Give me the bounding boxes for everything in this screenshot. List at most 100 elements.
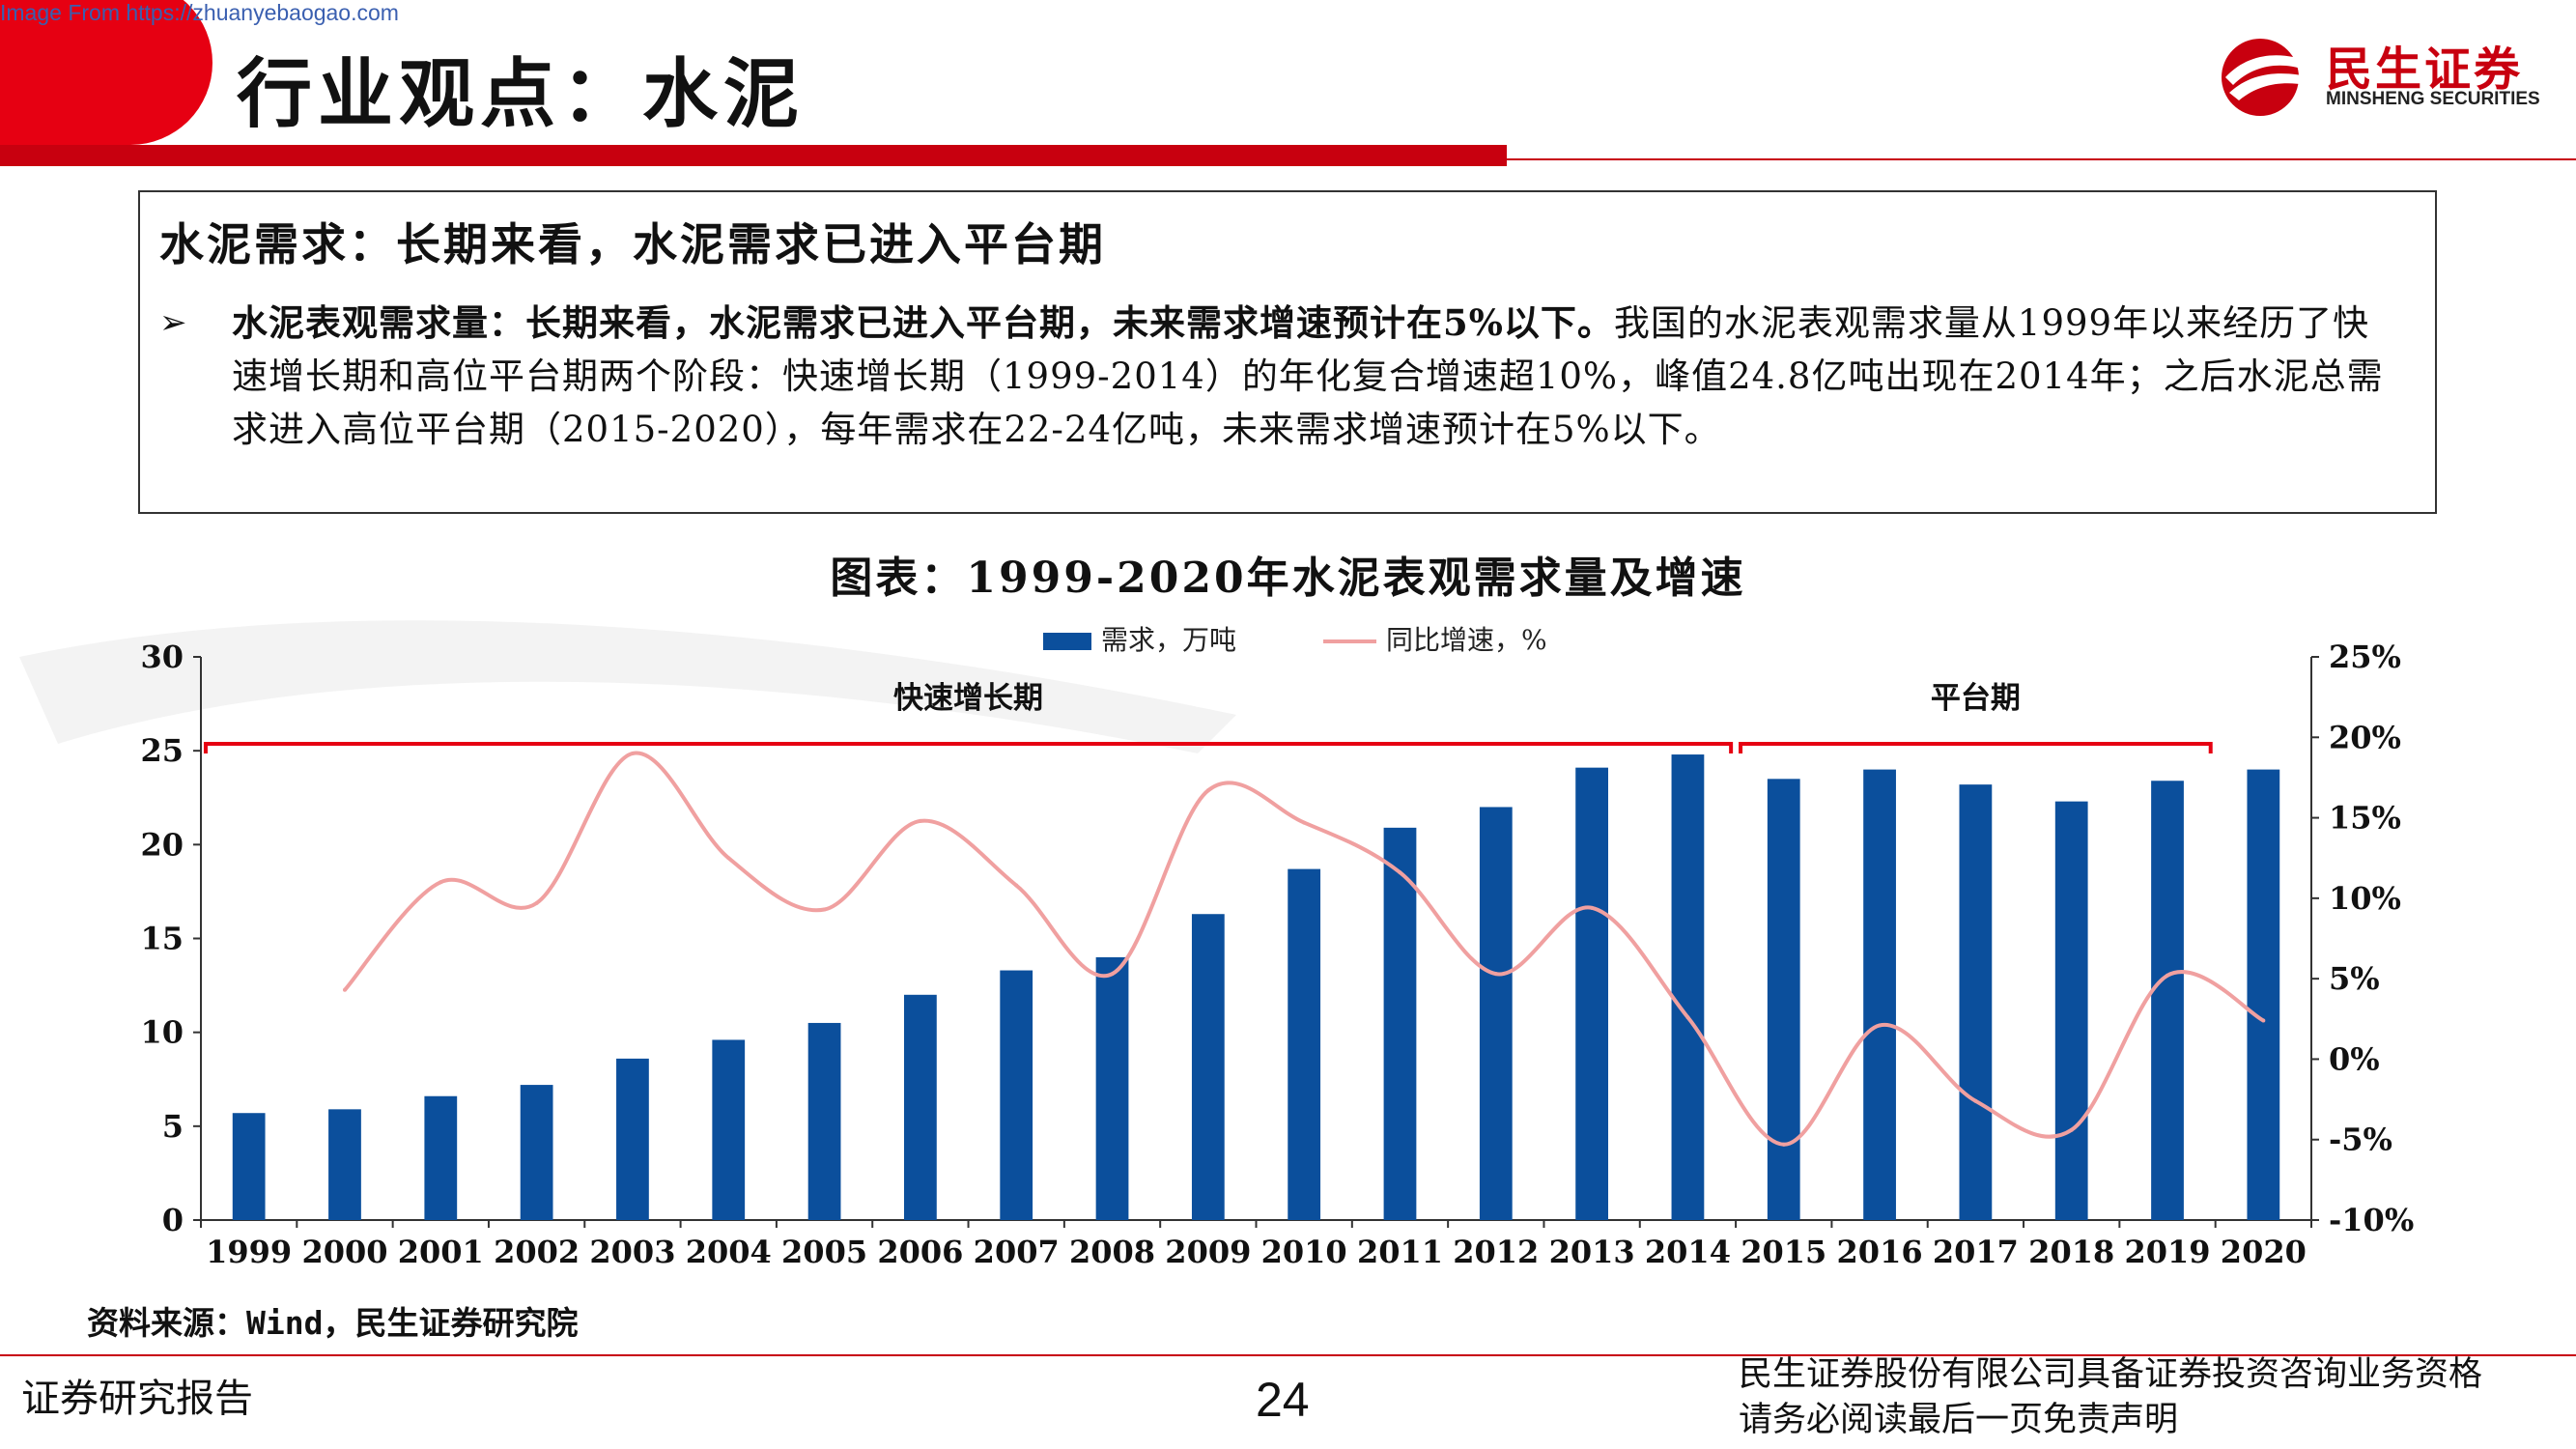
y-right-tick-label: 15% — [2329, 800, 2401, 837]
logo-emblem-icon — [2222, 39, 2312, 116]
bar-demand-2002 — [520, 1085, 553, 1220]
x-tick-label: 2012 — [1453, 1234, 1539, 1270]
x-tick-label: 2015 — [1741, 1234, 1826, 1270]
growth-point-2010 — [1302, 820, 1307, 825]
bar-demand-2019 — [2151, 781, 2184, 1220]
y-left-tick-label: 30 — [140, 639, 184, 675]
x-tick-label: 2014 — [1645, 1234, 1731, 1270]
bar-demand-2014 — [1671, 754, 1705, 1220]
growth-point-2016 — [1878, 1023, 1882, 1028]
bar-demand-2017 — [1959, 784, 1993, 1220]
growth-point-2014 — [1685, 1015, 1690, 1020]
growth-point-2017 — [1973, 1098, 1978, 1103]
bar-demand-2013 — [1575, 767, 1608, 1220]
y-left-tick-label: 0 — [162, 1202, 184, 1238]
bar-demand-2011 — [1383, 827, 1417, 1220]
summary-body: 水泥表观需求量：长期来看，水泥需求已进入平台期，未来需求增速预计在5%以下。我国… — [232, 297, 2400, 456]
chart-title: 图表：1999-2020年水泥表观需求量及增速 — [830, 554, 1746, 603]
y-right-tick-label: -10% — [2329, 1202, 2414, 1238]
footer-report-label: 证券研究报告 — [21, 1377, 253, 1421]
bar-demand-2003 — [616, 1058, 649, 1220]
summary-box: 水泥需求：长期来看，水泥需求已进入平台期 ➢ 水泥表观需求量：长期来看，水泥需求… — [138, 190, 2437, 514]
footer-disclaimer-line2: 请务必阅读最后一页免责声明 — [1739, 1401, 2179, 1439]
x-tick-label: 2009 — [1165, 1234, 1251, 1270]
source-note: 资料来源：Wind，民生证券研究院 — [87, 1304, 579, 1342]
x-tick-label: 2005 — [781, 1234, 867, 1270]
bar-demand-1999 — [232, 1113, 266, 1220]
bar-demand-2016 — [1863, 769, 1896, 1220]
bar-demand-2015 — [1767, 779, 1800, 1220]
bar-demand-2018 — [2054, 801, 2088, 1220]
x-tick-label: 2013 — [1549, 1234, 1635, 1270]
x-tick-label: 2018 — [2028, 1234, 2114, 1270]
bar-demand-2006 — [904, 994, 937, 1220]
header-rule — [0, 145, 1507, 166]
y-left-tick-label: 20 — [140, 826, 184, 863]
growth-point-2013 — [1590, 905, 1595, 910]
summary-bold-lead: 水泥表观需求量：长期来看，水泥需求已进入平台期，未来需求增速预计在5%以下。 — [232, 301, 1614, 344]
background-swoosh — [19, 620, 1236, 753]
legend-label-bar: 需求，万吨 — [1101, 624, 1236, 656]
growth-point-2009 — [1205, 788, 1210, 793]
legend-label-line: 同比增速，% — [1386, 624, 1547, 656]
footer-rule — [0, 1354, 2576, 1356]
x-tick-label: 2000 — [301, 1234, 387, 1270]
growth-point-2011 — [1398, 870, 1402, 875]
period-bracket-1 — [1739, 742, 2213, 753]
x-tick-label: 2010 — [1261, 1234, 1347, 1270]
growth-point-2002 — [534, 900, 539, 905]
period-bracket-0 — [203, 742, 1734, 753]
summary-title: 水泥需求：长期来看，水泥需求已进入平台期 — [159, 218, 1106, 270]
growth-point-2001 — [439, 880, 443, 885]
growth-point-2012 — [1493, 972, 1498, 977]
x-tick-label: 2004 — [686, 1234, 772, 1270]
growth-point-2015 — [1781, 1142, 1786, 1147]
growth-point-2020 — [2261, 1018, 2266, 1023]
x-tick-label: 2019 — [2124, 1234, 2210, 1270]
bar-demand-2000 — [328, 1109, 361, 1220]
x-tick-label: 2017 — [1933, 1234, 2019, 1270]
bar-demand-2012 — [1479, 807, 1513, 1220]
y-left-tick-label: 25 — [140, 732, 184, 769]
growth-point-2007 — [1014, 883, 1019, 888]
bar-demand-2009 — [1191, 914, 1225, 1220]
bullet-arrow-icon: ➢ — [159, 303, 187, 342]
y-left-tick-label: 5 — [162, 1108, 184, 1145]
minsheng-logo: 民生证券 MINSHENG SECURITIES — [2212, 31, 2569, 118]
header-rule-thin — [1507, 158, 2576, 160]
bar-demand-2007 — [1000, 970, 1033, 1220]
y-right-tick-label: 10% — [2329, 880, 2401, 917]
growth-point-2003 — [630, 751, 635, 755]
growth-point-2004 — [726, 856, 731, 861]
summary-body-text: 我国的水泥表观需求量从1999年以来经历了快速增长期和高位平台期两个阶段：快速增… — [232, 302, 2384, 450]
growth-point-2018 — [2069, 1127, 2074, 1132]
growth-point-2019 — [2166, 973, 2170, 978]
period-label-1: 平台期 — [1931, 681, 2021, 716]
page-number: 24 — [1256, 1373, 1310, 1427]
y-right-tick-label: -5% — [2329, 1122, 2392, 1158]
growth-point-2005 — [822, 907, 827, 912]
x-tick-label: 2011 — [1357, 1234, 1443, 1270]
x-tick-label: 2006 — [877, 1234, 963, 1270]
x-tick-label: 2007 — [974, 1234, 1060, 1270]
legend-swatch-bar — [1043, 633, 1091, 650]
page-title: 行业观点：水泥 — [237, 50, 806, 138]
x-tick-label: 2020 — [2221, 1234, 2307, 1270]
logo-english-text: MINSHENG SECURITIES — [2326, 89, 2540, 109]
x-tick-label: 2016 — [1837, 1234, 1923, 1270]
growth-point-2000 — [342, 987, 347, 992]
logo-chinese-text: 民生证券 — [2326, 43, 2524, 97]
bar-demand-2010 — [1288, 868, 1321, 1220]
x-tick-label: 2003 — [589, 1234, 675, 1270]
period-label-0: 快速增长期 — [893, 681, 1043, 716]
y-right-tick-label: 20% — [2329, 719, 2401, 755]
y-right-tick-label: 25% — [2329, 639, 2401, 675]
footer-disclaimer-line1: 民生证券股份有限公司具备证券投资咨询业务资格 — [1739, 1355, 2483, 1394]
bar-demand-2020 — [2247, 769, 2280, 1220]
y-right-tick-label: 0% — [2329, 1040, 2380, 1077]
x-tick-label: 2002 — [494, 1234, 580, 1270]
header-red-tab — [0, 0, 212, 145]
bar-demand-2001 — [424, 1095, 458, 1220]
watermark-text: Image From https://zhuanyebaogao.com — [0, 0, 399, 25]
